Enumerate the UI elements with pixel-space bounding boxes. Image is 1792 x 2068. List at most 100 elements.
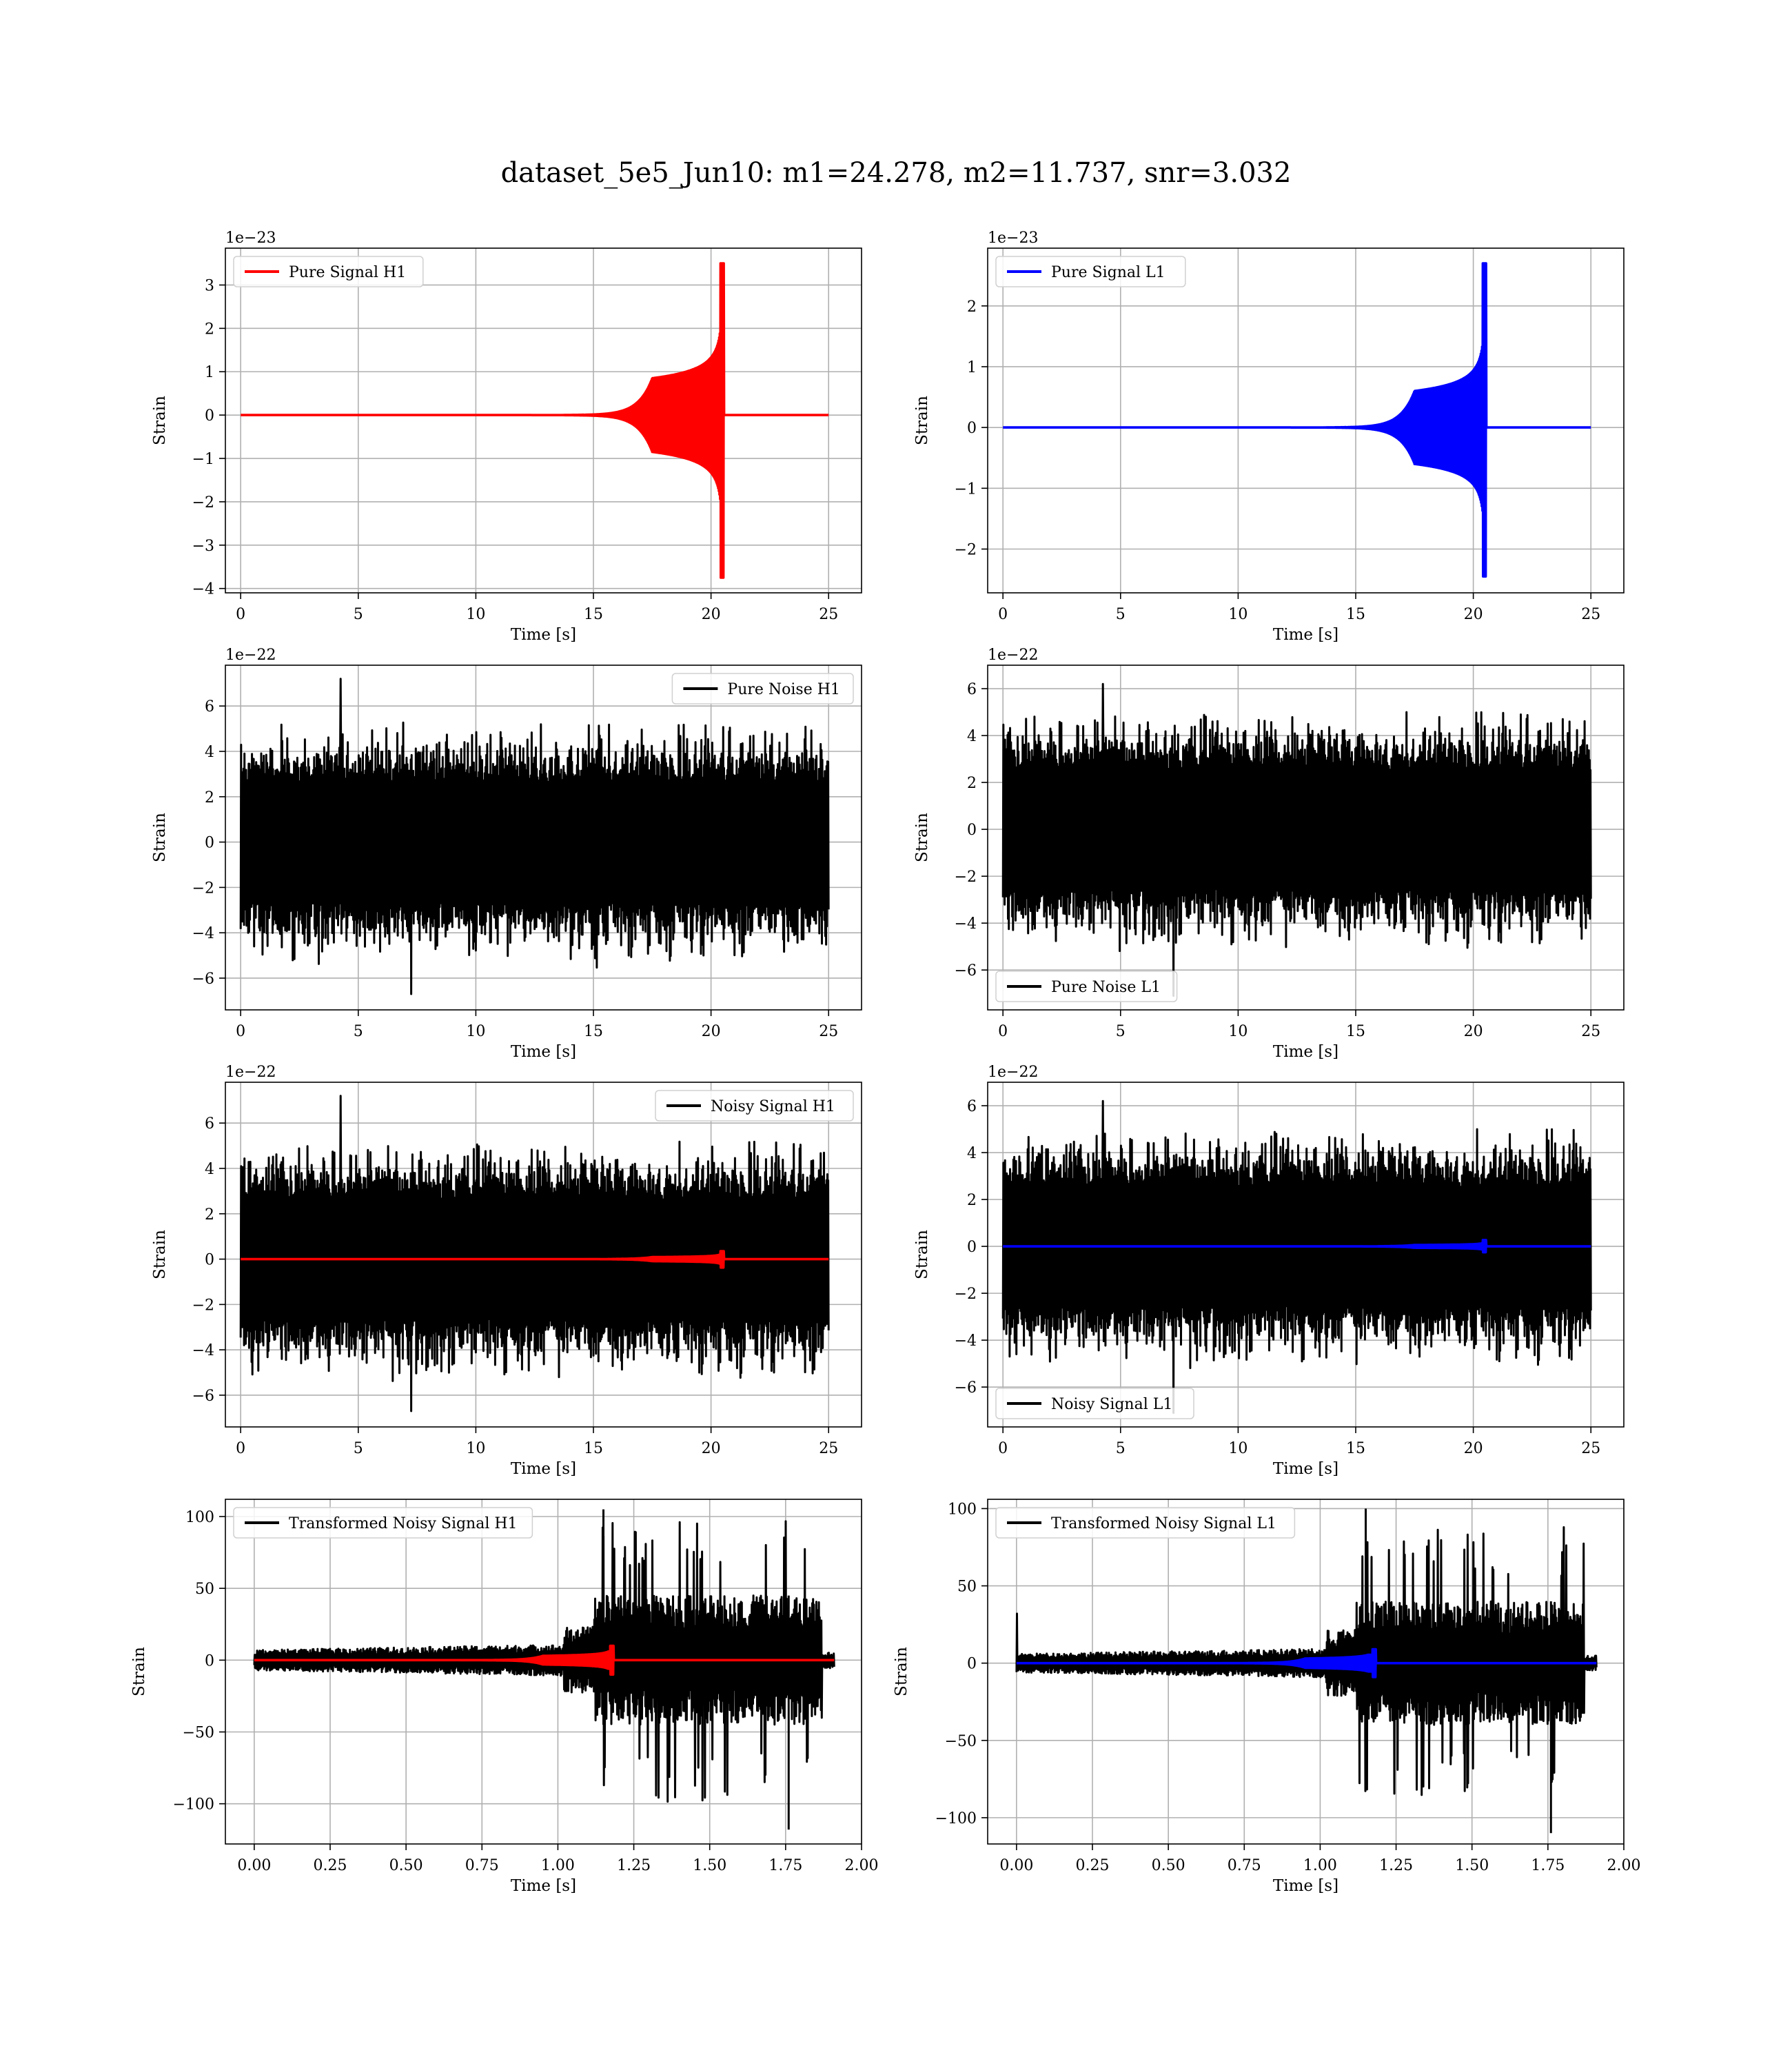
- y-axis-label: Strain: [913, 1230, 931, 1279]
- legend-label: Pure Signal H1: [289, 264, 406, 281]
- y-tick-label: −50: [945, 1733, 977, 1750]
- y-tick-label: −2: [955, 1286, 977, 1303]
- x-axis-label: Time [s]: [511, 1877, 576, 1895]
- y-tick-label: −6: [192, 971, 214, 988]
- x-tick-label: 10: [1228, 606, 1248, 623]
- y-tick-label: 3: [205, 277, 214, 294]
- y-tick-label: 1: [205, 364, 214, 381]
- subplot-h1-pure-noise: 0 5 10 15 20 25 −6 −4 −2 0 2 4 6 Time [s] Strain 1e−22 P…: [151, 647, 862, 1061]
- series-line-noisy-signal-h1: [239, 1095, 830, 1412]
- y-tick-label: 2: [205, 321, 214, 338]
- x-tick-label: 1.00: [541, 1857, 575, 1874]
- offset-label: 1e−22: [225, 1064, 276, 1081]
- x-tick-label: 5: [1116, 606, 1126, 623]
- series-line-pure-signal-l1: [1001, 262, 1592, 578]
- y-tick-label: 6: [967, 681, 977, 698]
- y-tick-label: −3: [192, 538, 214, 555]
- x-tick-label: 1.50: [693, 1857, 726, 1874]
- y-tick-label: −2: [192, 494, 214, 511]
- x-tick-label: 0.75: [1228, 1857, 1261, 1874]
- y-tick-label: −2: [192, 1297, 214, 1314]
- x-tick-label: 15: [584, 1440, 603, 1457]
- y-tick-label: −2: [955, 542, 977, 559]
- y-tick-label: −4: [192, 581, 214, 598]
- axes-frame: [987, 665, 1625, 1011]
- legend-label: Transformed Noisy Signal H1: [289, 1515, 518, 1532]
- x-tick-label: 0: [998, 1440, 1008, 1457]
- y-tick-label: −1: [955, 480, 977, 498]
- subplot-l1-noisy-signal: 0 5 10 15 20 25 −6 −4 −2 0 2 4 6 Time [s] Strain 1e−22 N…: [913, 1064, 1625, 1478]
- axes-frame: [987, 1082, 1625, 1428]
- legend-label: Pure Noise H1: [727, 681, 840, 698]
- y-tick-label: 0: [967, 420, 977, 437]
- axes-frame: [225, 1499, 862, 1845]
- y-tick-label: 50: [195, 1581, 214, 1598]
- y-tick-label: 0: [205, 835, 214, 852]
- x-tick-label: 1.25: [1379, 1857, 1413, 1874]
- y-tick-label: −100: [935, 1810, 977, 1827]
- series-line-noisy-signal-l1: [1001, 1099, 1592, 1415]
- legend: Noisy Signal L1: [995, 1388, 1194, 1419]
- series-line-pure-noise-h1: [239, 678, 830, 995]
- y-axis-label: Strain: [130, 1647, 148, 1696]
- x-tick-label: 25: [819, 1440, 838, 1457]
- legend-label: Noisy Signal H1: [711, 1098, 835, 1115]
- x-tick-label: 0: [998, 606, 1008, 623]
- y-tick-label: −6: [955, 962, 977, 980]
- series-line-transformed-noisy-signal-h1: [253, 1509, 835, 1830]
- x-tick-label: 0: [236, 1440, 245, 1457]
- subplot-l1-transformed: 0.00 0.25 0.50 0.75 1.00 1.25 1.50 1.75 2.00 −100…: [893, 1499, 1640, 1895]
- legend: Pure Signal H1: [233, 256, 424, 287]
- series-line-l1-noisy-signal-1: [1001, 1239, 1592, 1254]
- y-tick-label: 4: [967, 728, 977, 745]
- y-tick-label: 6: [205, 698, 214, 716]
- figure-title: dataset_5e5_Jun10: m1=24.278, m2=11.737,…: [500, 157, 1292, 189]
- offset-label: 1e−23: [225, 230, 276, 247]
- y-tick-label: 2: [205, 789, 214, 807]
- x-tick-label: 20: [1464, 1023, 1483, 1040]
- y-tick-label: 4: [205, 1161, 214, 1178]
- series-line-h1-transformed-1: [253, 1644, 835, 1676]
- legend-box: [233, 256, 424, 287]
- axes-frame: [225, 665, 862, 1011]
- legend-label: Transformed Noisy Signal L1: [1051, 1515, 1276, 1532]
- offset-label: 1e−22: [988, 647, 1038, 664]
- x-tick-label: 0.25: [1076, 1857, 1110, 1874]
- legend: Noisy Signal H1: [655, 1090, 854, 1122]
- x-tick-label: 0.50: [1152, 1857, 1185, 1874]
- x-tick-label: 1.50: [1455, 1857, 1489, 1874]
- x-axis-label: Time [s]: [1273, 1460, 1338, 1478]
- y-tick-label: 2: [967, 775, 977, 792]
- y-tick-label: −6: [192, 1388, 214, 1405]
- series-line-h1-noisy-signal-1: [239, 1250, 830, 1269]
- legend-box: [995, 971, 1178, 1002]
- x-tick-label: 0.00: [237, 1857, 271, 1874]
- x-tick-label: 20: [1464, 606, 1483, 623]
- y-tick-label: 0: [967, 822, 977, 839]
- x-tick-label: 5: [1116, 1440, 1126, 1457]
- x-axis-label: Time [s]: [511, 626, 576, 644]
- y-axis-label: Strain: [151, 813, 169, 862]
- y-tick-label: −6: [955, 1379, 977, 1397]
- legend-box: [655, 1090, 854, 1122]
- subplot-h1-pure-signal: 0 5 10 15 20 25 −4 −3 −2 −1 0 1 2 3 Time [s] Strain 1e−2…: [151, 230, 862, 644]
- axes-frame: [225, 1082, 862, 1428]
- subplot-h1-transformed: 0.00 0.25 0.50 0.75 1.00 1.25 1.50 1.75 2.00 −100…: [130, 1499, 878, 1895]
- y-axis-label: Strain: [913, 396, 931, 445]
- y-tick-label: 0: [205, 1252, 214, 1269]
- x-tick-label: 2.00: [1607, 1857, 1641, 1874]
- x-axis-label: Time [s]: [511, 1043, 576, 1061]
- y-tick-label: 6: [205, 1115, 214, 1133]
- y-tick-label: −4: [192, 925, 214, 942]
- x-tick-label: 5: [354, 1440, 363, 1457]
- y-tick-label: 0: [967, 1656, 977, 1673]
- x-tick-label: 15: [584, 1023, 603, 1040]
- x-axis-label: Time [s]: [1273, 626, 1338, 644]
- legend: Pure Signal L1: [995, 256, 1186, 287]
- x-tick-label: 25: [819, 606, 838, 623]
- axes-frame: [987, 247, 1625, 594]
- legend: Pure Noise H1: [671, 673, 854, 704]
- x-tick-label: 0.25: [314, 1857, 347, 1874]
- series-line-l1-transformed-1: [1015, 1648, 1598, 1679]
- axes-frame: [987, 1499, 1625, 1845]
